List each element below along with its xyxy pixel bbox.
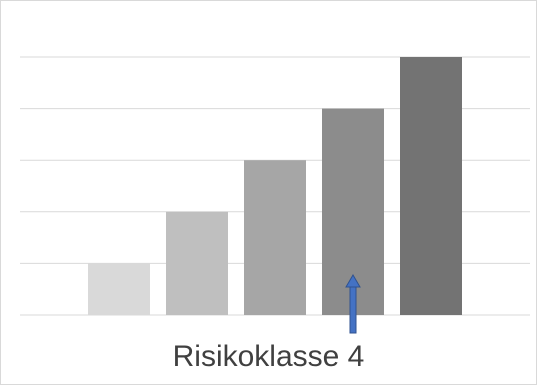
highlight-marker xyxy=(345,274,361,334)
arrow-shaft xyxy=(349,284,357,334)
bars xyxy=(88,57,462,315)
arrow-up-icon xyxy=(345,274,361,288)
bar xyxy=(400,57,462,315)
chart-caption: Risikoklasse 4 xyxy=(172,340,365,373)
bar xyxy=(166,211,228,315)
bar xyxy=(244,160,306,315)
bar xyxy=(88,263,150,315)
